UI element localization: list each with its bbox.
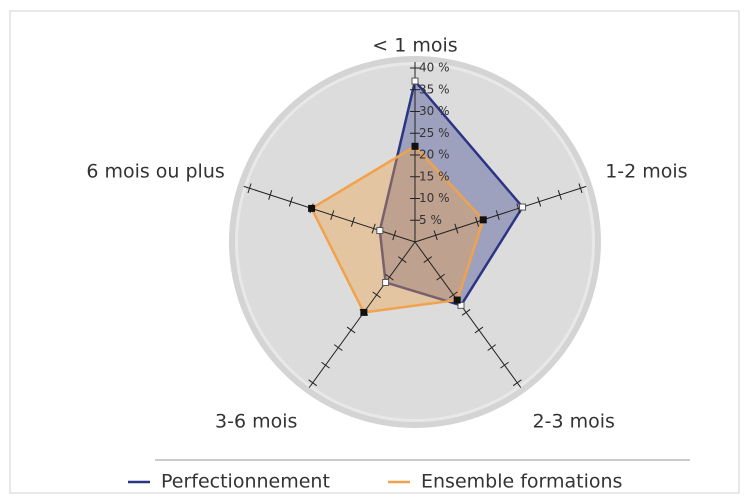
tick-label: 35 %	[419, 82, 450, 96]
tick-label: 20 %	[419, 148, 450, 162]
tick-mark	[436, 273, 445, 281]
tick-mark	[433, 230, 438, 241]
tick-label: 30 %	[419, 104, 450, 118]
tick-mark	[474, 326, 484, 334]
point-marker	[382, 278, 390, 286]
tick-mark	[516, 203, 521, 214]
tick-mark	[487, 344, 497, 351]
tick-mark	[385, 273, 394, 281]
tick-label: 40 %	[419, 61, 450, 75]
tick-mark	[371, 223, 376, 234]
tick-mark	[475, 216, 480, 227]
series-area	[378, 79, 524, 307]
point-marker	[360, 308, 368, 316]
axis-line	[414, 185, 587, 243]
tick-mark	[288, 196, 293, 207]
tick-mark	[495, 210, 500, 221]
tick-mark	[423, 256, 433, 263]
axis-line	[243, 185, 416, 243]
tick-mark	[321, 361, 330, 369]
tick-mark	[247, 183, 252, 194]
tick-label: 10 %	[419, 191, 450, 205]
point-marker	[457, 301, 465, 309]
tick-label: 5 %	[419, 213, 442, 227]
tick-mark	[392, 230, 397, 241]
point-marker	[453, 296, 461, 304]
tick-label: 15 %	[419, 169, 450, 183]
point-marker	[411, 77, 419, 85]
category-label: 6 mois ou plus	[86, 161, 224, 183]
tick-label: 25 %	[419, 126, 450, 140]
category-label: 3-6 mois	[215, 410, 297, 432]
tick-mark	[333, 344, 343, 351]
series-area	[310, 145, 485, 314]
point-marker	[479, 216, 487, 224]
category-label: 2-3 mois	[533, 410, 615, 432]
tick-mark	[454, 223, 459, 234]
point-marker	[376, 227, 384, 235]
tick-mark	[537, 196, 542, 207]
tick-mark	[578, 183, 583, 194]
legend-label: Perfectionnement	[161, 471, 330, 493]
tick-mark	[500, 361, 509, 369]
category-label: < 1 mois	[372, 35, 457, 57]
tick-mark	[330, 210, 335, 221]
tick-mark	[346, 326, 356, 334]
tick-mark	[557, 190, 562, 200]
legend-label: Ensemble formations	[421, 471, 622, 493]
tick-mark	[350, 216, 355, 227]
tick-mark	[512, 379, 522, 387]
tick-mark	[461, 309, 471, 316]
tick-mark	[268, 190, 273, 200]
point-marker	[308, 204, 316, 212]
tick-mark	[372, 291, 381, 299]
tick-mark	[397, 256, 407, 263]
axis-line	[414, 241, 522, 388]
tick-mark	[308, 379, 318, 387]
tick-mark	[449, 291, 458, 299]
category-label: 1-2 mois	[605, 161, 687, 183]
point-marker	[519, 203, 527, 211]
point-marker	[411, 142, 419, 150]
